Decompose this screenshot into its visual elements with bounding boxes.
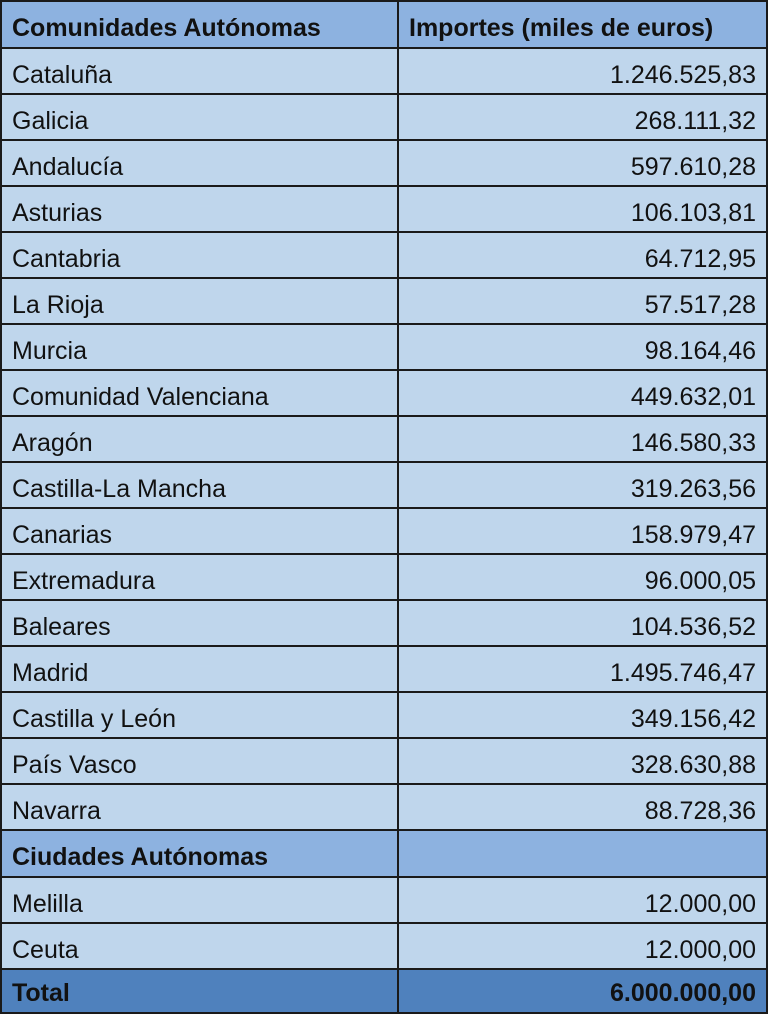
region-cell: Cantabria bbox=[0, 231, 399, 279]
total-label: Total bbox=[0, 968, 399, 1014]
table-row: Castilla-La Mancha 319.263,56 bbox=[0, 461, 768, 509]
table-row: País Vasco 328.630,88 bbox=[0, 737, 768, 785]
table-row: Madrid 1.495.746,47 bbox=[0, 645, 768, 693]
amount-cell: 88.728,36 bbox=[397, 783, 768, 831]
region-cell: Navarra bbox=[0, 783, 399, 831]
table-row: Asturias 106.103,81 bbox=[0, 185, 768, 233]
region-cell: La Rioja bbox=[0, 277, 399, 325]
amount-cell: 1.495.746,47 bbox=[397, 645, 768, 693]
section-header-row: Ciudades Autónomas bbox=[0, 829, 768, 878]
header-region: Comunidades Autónomas bbox=[0, 0, 399, 49]
header-row: Comunidades Autónomas Importes (miles de… bbox=[0, 0, 768, 49]
amount-cell: 57.517,28 bbox=[397, 277, 768, 325]
region-cell: Castilla-La Mancha bbox=[0, 461, 399, 509]
table-row: Cataluña 1.246.525,83 bbox=[0, 47, 768, 95]
region-cell: Aragón bbox=[0, 415, 399, 463]
region-cell: Ceuta bbox=[0, 922, 399, 970]
total-row: Total 6.000.000,00 bbox=[0, 968, 768, 1014]
amount-cell: 268.111,32 bbox=[397, 93, 768, 141]
table-row: Ceuta 12.000,00 bbox=[0, 922, 768, 970]
amount-cell: 104.536,52 bbox=[397, 599, 768, 647]
region-cell: Baleares bbox=[0, 599, 399, 647]
amount-cell: 1.246.525,83 bbox=[397, 47, 768, 95]
total-value: 6.000.000,00 bbox=[397, 968, 768, 1014]
amount-cell: 597.610,28 bbox=[397, 139, 768, 187]
region-cell: Extremadura bbox=[0, 553, 399, 601]
header-amount: Importes (miles de euros) bbox=[397, 0, 768, 49]
table-row: Comunidad Valenciana 449.632,01 bbox=[0, 369, 768, 417]
table-row: Cantabria 64.712,95 bbox=[0, 231, 768, 279]
table-row: Canarias 158.979,47 bbox=[0, 507, 768, 555]
amount-cell: 98.164,46 bbox=[397, 323, 768, 371]
amount-cell: 449.632,01 bbox=[397, 369, 768, 417]
amount-cell: 12.000,00 bbox=[397, 876, 768, 924]
amount-cell: 349.156,42 bbox=[397, 691, 768, 739]
amount-cell: 106.103,81 bbox=[397, 185, 768, 233]
region-cell: Asturias bbox=[0, 185, 399, 233]
region-cell: Murcia bbox=[0, 323, 399, 371]
region-cell: País Vasco bbox=[0, 737, 399, 785]
amount-cell: 319.263,56 bbox=[397, 461, 768, 509]
region-cell: Canarias bbox=[0, 507, 399, 555]
table-row: Aragón 146.580,33 bbox=[0, 415, 768, 463]
table-row: Melilla 12.000,00 bbox=[0, 876, 768, 924]
table-row: Castilla y León 349.156,42 bbox=[0, 691, 768, 739]
amount-cell: 96.000,05 bbox=[397, 553, 768, 601]
table-row: Murcia 98.164,46 bbox=[0, 323, 768, 371]
region-cell: Galicia bbox=[0, 93, 399, 141]
amount-cell: 328.630,88 bbox=[397, 737, 768, 785]
amount-cell: 64.712,95 bbox=[397, 231, 768, 279]
table-row: Navarra 88.728,36 bbox=[0, 783, 768, 831]
region-cell: Andalucía bbox=[0, 139, 399, 187]
amount-cell: 146.580,33 bbox=[397, 415, 768, 463]
amount-cell: 158.979,47 bbox=[397, 507, 768, 555]
region-cell: Castilla y León bbox=[0, 691, 399, 739]
section-header-empty bbox=[397, 829, 768, 878]
table-row: Galicia 268.111,32 bbox=[0, 93, 768, 141]
region-cell: Melilla bbox=[0, 876, 399, 924]
region-cell: Comunidad Valenciana bbox=[0, 369, 399, 417]
region-cell: Cataluña bbox=[0, 47, 399, 95]
table-row: Baleares 104.536,52 bbox=[0, 599, 768, 647]
table-row: Andalucía 597.610,28 bbox=[0, 139, 768, 187]
section-header-label: Ciudades Autónomas bbox=[0, 829, 399, 878]
table-row: Extremadura 96.000,05 bbox=[0, 553, 768, 601]
amount-cell: 12.000,00 bbox=[397, 922, 768, 970]
region-cell: Madrid bbox=[0, 645, 399, 693]
table-row: La Rioja 57.517,28 bbox=[0, 277, 768, 325]
